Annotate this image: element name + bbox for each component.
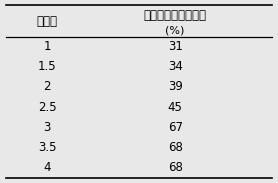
Text: 68: 68 xyxy=(168,141,183,154)
Text: 3: 3 xyxy=(44,121,51,134)
Text: (%): (%) xyxy=(165,25,185,35)
Text: 2.5: 2.5 xyxy=(38,100,56,114)
Text: 2: 2 xyxy=(44,80,51,94)
Text: 68: 68 xyxy=(168,161,183,174)
Text: 31: 31 xyxy=(168,40,183,53)
Text: 1.5: 1.5 xyxy=(38,60,56,73)
Text: 34: 34 xyxy=(168,60,183,73)
Text: 3.5: 3.5 xyxy=(38,141,56,154)
Text: 碳酸甲乙酯质量分数: 碳酸甲乙酯质量分数 xyxy=(144,9,207,22)
Text: 67: 67 xyxy=(168,121,183,134)
Text: 45: 45 xyxy=(168,100,183,114)
Text: 39: 39 xyxy=(168,80,183,94)
Text: 4: 4 xyxy=(44,161,51,174)
Text: 回流比: 回流比 xyxy=(37,14,58,28)
Text: 1: 1 xyxy=(44,40,51,53)
